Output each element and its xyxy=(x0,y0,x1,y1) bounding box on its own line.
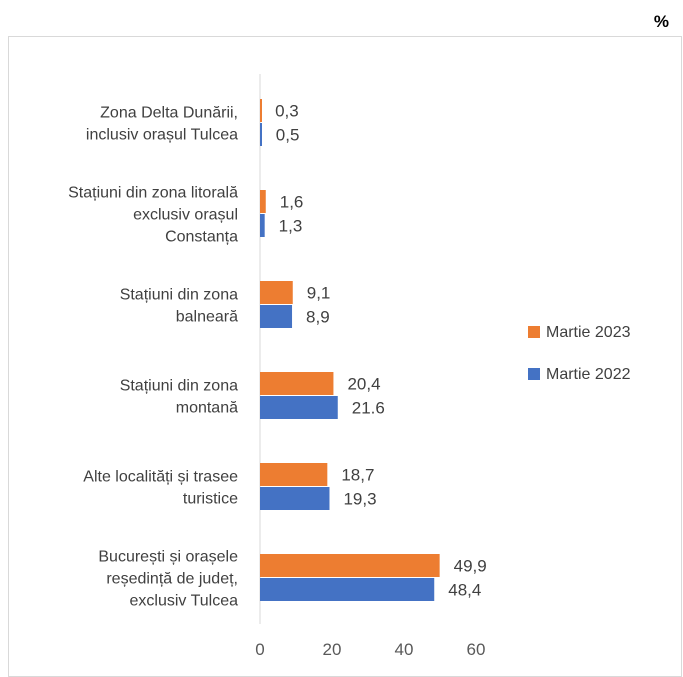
legend-swatch xyxy=(528,326,540,338)
unit-label: % xyxy=(653,12,669,31)
x-tick-label: 40 xyxy=(395,640,414,659)
data-label: 20,4 xyxy=(347,375,380,394)
category-label: Stațiuni din zona xyxy=(120,378,238,395)
bar xyxy=(260,372,334,395)
data-label: 9,1 xyxy=(307,284,331,303)
x-tick-label: 20 xyxy=(323,640,342,659)
category-label: Stațiuni din zona xyxy=(120,287,238,304)
category-label: Zona Delta Dunării, xyxy=(100,105,238,122)
data-label: 1,3 xyxy=(279,217,303,236)
data-label: 21.6 xyxy=(352,399,385,418)
category-label: inclusiv orașul Tulcea xyxy=(86,127,238,144)
category-label: montană xyxy=(176,400,238,417)
bar xyxy=(260,396,338,419)
bar xyxy=(260,305,293,328)
data-label: 0,5 xyxy=(276,126,300,145)
bar xyxy=(260,281,293,304)
data-label: 8,9 xyxy=(306,308,330,327)
category-label: balneară xyxy=(176,309,238,326)
category-label: turistice xyxy=(183,491,238,508)
data-label: 48,4 xyxy=(448,581,481,600)
bar xyxy=(260,578,435,601)
bar xyxy=(260,214,265,237)
bar xyxy=(260,99,262,122)
x-tick-label: 0 xyxy=(255,640,264,659)
data-label: 0,3 xyxy=(275,102,299,121)
data-label: 1,6 xyxy=(280,193,304,212)
category-label: exclusiv orașul xyxy=(133,207,238,224)
x-tick-label: 60 xyxy=(467,640,486,659)
bar xyxy=(260,123,262,146)
bar xyxy=(260,487,330,510)
legend-swatch xyxy=(528,368,540,380)
category-label: exclusiv Tulcea xyxy=(130,593,239,610)
category-label: București și orașele xyxy=(98,549,238,566)
bar xyxy=(260,190,266,213)
category-label: reședință de județ, xyxy=(106,571,238,588)
bar xyxy=(260,463,328,486)
category-label: Alte localități și trasee xyxy=(83,469,238,486)
category-label: Stațiuni din zona litorală xyxy=(68,185,238,202)
data-label: 18,7 xyxy=(341,466,374,485)
legend-label: Martie 2023 xyxy=(546,324,631,341)
data-label: 19,3 xyxy=(343,490,376,509)
data-label: 49,9 xyxy=(454,557,487,576)
bar xyxy=(260,554,440,577)
legend-label: Martie 2022 xyxy=(546,366,631,383)
category-label: Constanța xyxy=(165,229,238,246)
